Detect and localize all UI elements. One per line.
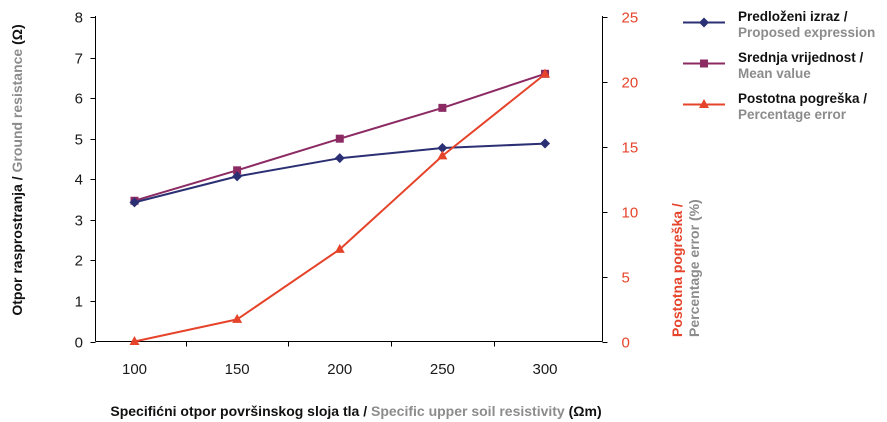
- right-y-tick-label: 20: [622, 75, 639, 92]
- left-y-tick-label: 0: [75, 335, 83, 352]
- percentage-error-point: [437, 150, 448, 160]
- axis-ticks: 0 1 2 3 4 5 6 7 8 0 5 10 15 20 25 100 150 200 250 300: [75, 10, 639, 379]
- legend-swatch: [683, 17, 725, 28]
- percentage-error-point: [129, 336, 140, 345]
- left-y-tick-label: 8: [75, 10, 83, 27]
- right-y-tick-label: 5: [622, 270, 630, 287]
- percentage-error-series: [129, 68, 551, 345]
- legend-triangle-marker: [699, 99, 709, 108]
- left-y-tick-label: 1: [75, 294, 83, 311]
- left-y-tick-label: 4: [75, 172, 83, 189]
- legend-item-mean-value: Srednja vrijednost / Mean value: [683, 50, 864, 81]
- percentage-error-point: [540, 68, 551, 78]
- mean-value-point: [233, 166, 242, 175]
- right-y-tick-label: 0: [622, 335, 630, 352]
- proposed-expression-point: [232, 171, 243, 182]
- x-axis-title: Specifićni otpor površinskog sloja tla /…: [110, 403, 601, 419]
- right-y-tick-label: 25: [622, 10, 639, 27]
- legend-diamond-marker: [699, 17, 709, 28]
- left-y-tick-label: 3: [75, 213, 83, 230]
- x-tick-label: 250: [430, 361, 455, 378]
- percentage-error-point: [232, 313, 243, 323]
- right-y-tick-label: 15: [622, 140, 639, 157]
- right-axis-title-en: Percentage error (%): [686, 199, 702, 337]
- legend-item-percentage-error: Postotna pogreška / Percentage error: [683, 91, 867, 122]
- x-axis-title-unit: (Ωm): [569, 403, 602, 419]
- legend-label-en: Proposed expression: [738, 25, 875, 40]
- right-axis-title-hr: Postotna pogreška /: [669, 203, 685, 337]
- left-y-tick-label: 5: [75, 132, 83, 149]
- x-axis-title-hr: Specifićni otpor površinskog sloja tla /: [110, 403, 367, 419]
- mean-value-series: [130, 69, 550, 205]
- left-axis-title: Otpor rasprostranja / Ground resistance …: [9, 24, 25, 315]
- left-axis-title-en: Ground resistance: [9, 49, 25, 173]
- proposed-expression-point: [437, 143, 448, 154]
- legend-square-marker: [700, 59, 708, 68]
- legend-label: Predloženi izraz /: [738, 9, 848, 24]
- left-y-tick-label: 2: [75, 253, 83, 270]
- proposed-expression-point: [334, 153, 345, 164]
- legend-swatch: [683, 99, 725, 108]
- mean-value-point: [438, 103, 447, 112]
- legend-label-en: Mean value: [738, 66, 811, 81]
- plot-area: 0 1 2 3 4 5 6 7 8 0 5 10 15 20 25 100 150 200 250 300: [75, 10, 639, 379]
- percentage-error-line: [134, 73, 546, 343]
- x-tick-label: 100: [122, 361, 147, 378]
- legend-swatch: [683, 59, 725, 68]
- proposed-expression-series: [129, 138, 551, 208]
- left-y-tick-label: 6: [75, 91, 83, 108]
- legend-item-proposed-expression: Predloženi izraz / Proposed expression: [683, 9, 875, 40]
- x-tick-label: 300: [533, 361, 558, 378]
- proposed-expression-point: [129, 197, 140, 208]
- percentage-error-point: [334, 243, 345, 253]
- legend-label: Srednja vrijednost /: [738, 50, 864, 65]
- legend: Predloženi izraz / Proposed expression S…: [683, 9, 875, 122]
- proposed-expression-point: [540, 138, 551, 149]
- x-tick-label: 200: [327, 361, 352, 378]
- x-axis-title-en: Specific upper soil resistivity: [371, 403, 565, 419]
- left-y-tick-label: 7: [75, 51, 83, 68]
- legend-label: Postotna pogreška /: [738, 91, 867, 106]
- left-axis-title-hr: Otpor rasprostranja /: [9, 176, 25, 315]
- right-y-tick-label: 10: [622, 205, 639, 222]
- x-tick-label: 150: [225, 361, 250, 378]
- data-series: [129, 68, 551, 345]
- proposed-expression-line: [134, 142, 546, 204]
- mean-value-point: [335, 134, 344, 143]
- left-axis-title-unit: (Ω): [9, 24, 25, 45]
- legend-label-en: Percentage error: [738, 107, 847, 122]
